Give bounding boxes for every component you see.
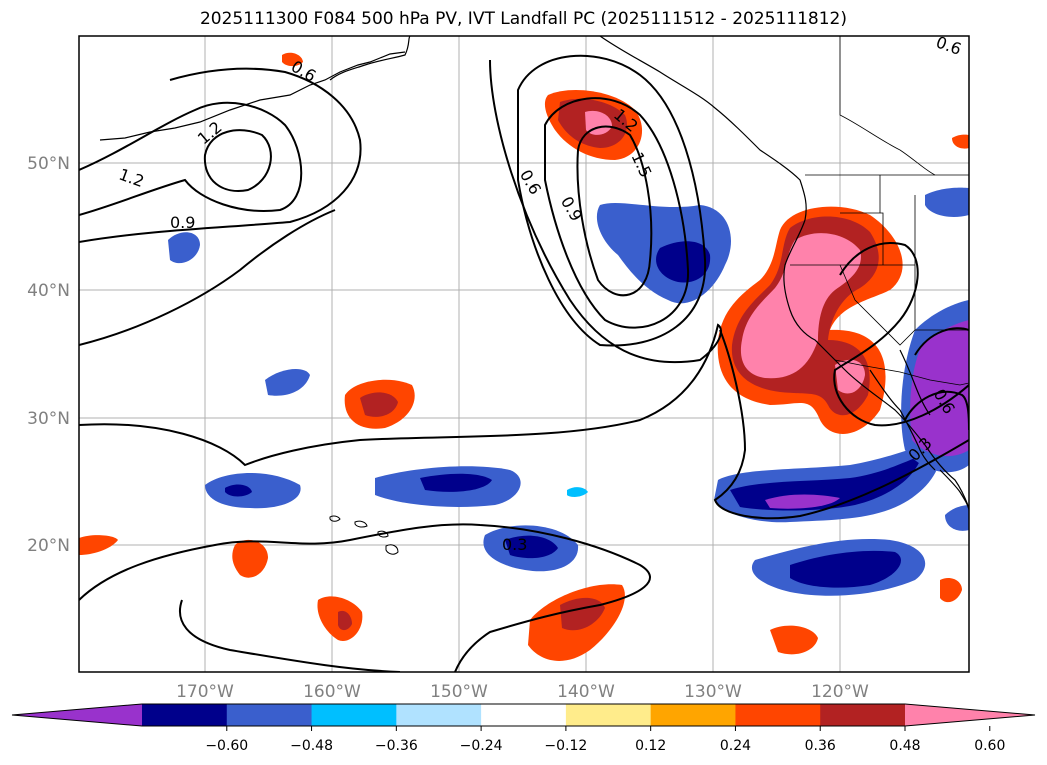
contour-label-1-2-west: 1.2: [116, 165, 146, 192]
ivt-negative-core-central: [420, 473, 492, 492]
contour-pv-baja: [914, 327, 969, 356]
contour-north-loop-1: [79, 101, 303, 216]
colorbar-tick-label-1: −0.48: [290, 738, 333, 754]
colorbar-segment-5: [565, 704, 652, 726]
colorbar-tick-label-2: −0.36: [375, 738, 418, 754]
contour-north-loop-3: [79, 209, 336, 346]
ivt-positive-region-small-1: [232, 539, 268, 578]
coastline-baja: [869, 369, 936, 471]
lon-tick-160w: 160°W: [303, 682, 361, 702]
ivt-negative-region-west: [205, 472, 301, 509]
lat-tick-40n: 40°N: [27, 281, 70, 301]
border-alaska-canada: [839, 36, 936, 176]
ivt-positive-region-small-4: [940, 578, 962, 603]
colorbar-segment-0: [142, 704, 228, 726]
contour-label-1-5-trough: 1.5: [628, 149, 656, 180]
colorbar-tick-label-4: −0.12: [544, 738, 587, 754]
contour-pv-central-trough: [79, 523, 651, 672]
ivt-positive-core-small-2: [338, 610, 352, 631]
contour-pv-broad: [79, 59, 722, 467]
ivt-negative-region-nw-canada: [925, 187, 969, 217]
ivt-positive-region-small-7: [952, 134, 969, 149]
ivt-negative-core-hawaii-east: [505, 535, 558, 559]
contour-pv-west-coast-2: [833, 242, 969, 427]
colorbar-segment-8: [820, 704, 906, 726]
colorbar-tick-label-0: −0.60: [205, 738, 248, 754]
lon-tick-170w: 170°W: [176, 682, 234, 702]
contour-pv-south-loop: [178, 599, 401, 672]
ivt-negative-region-small-1: [168, 232, 200, 264]
positive-pc-regions: [79, 52, 969, 661]
pv-contours: [79, 54, 969, 672]
ivt-negative-core-west: [225, 484, 252, 497]
colorbar-segment-3: [396, 704, 482, 726]
ivt-negative-extreme-subtropical: [765, 494, 840, 509]
coastline-gulf-california: [899, 349, 931, 416]
coastlines: [99, 36, 969, 511]
border-state-5: [839, 264, 916, 346]
ivt-negative-core-northpacific: [656, 241, 711, 283]
colorbar-segment-6: [650, 704, 736, 726]
island-1: [329, 515, 341, 522]
coastline-mexico: [939, 469, 969, 511]
border-us-mexico: [834, 359, 969, 386]
ivt-negative-region-small-3: [945, 505, 969, 531]
contour-label-0-3-central: 0.3: [502, 535, 527, 554]
coastline-pacific-nw: [783, 219, 969, 509]
ivt-positive-extreme-west-coast: [740, 233, 861, 379]
contour-pv-west-coast: [713, 329, 969, 520]
political-borders: [790, 36, 969, 386]
colorbar-tick-label-8: 0.48: [889, 738, 920, 754]
ivt-negative-core-baja: [910, 320, 969, 457]
lat-tick-50n: 50°N: [27, 154, 70, 174]
lat-tick-30n: 30°N: [27, 409, 70, 429]
ivt-positive-core-central-pacific: [360, 392, 398, 417]
lon-tick-120w: 120°W: [811, 682, 869, 702]
coastline-alaska: [329, 36, 411, 81]
colorbar-segment-4: [481, 704, 567, 726]
coastline-aleutians: [99, 51, 406, 141]
colorbar-tick-label-7: 0.36: [805, 738, 836, 754]
ivt-negative-region-small-4: [567, 487, 588, 497]
border-state-2: [840, 212, 884, 265]
contour-north-loop-2: [79, 67, 362, 243]
island-2: [354, 520, 368, 528]
contour-pv-trough-inner: [576, 125, 653, 297]
contour-pv-trough-outer: [517, 54, 707, 347]
negative-pc-regions: [168, 187, 969, 596]
map-title: 2025111300 F084 500 hPa PV, IVT Landfall…: [199, 9, 847, 29]
ivt-positive-region-small-6: [282, 52, 303, 67]
coastline-alaska-gulf: [599, 36, 807, 221]
ivt-negative-core-subtropical-band: [730, 455, 922, 511]
colorbar-extend-low: [12, 704, 142, 726]
lat-tick-20n: 20°N: [27, 536, 70, 556]
colorbar-outline: [11, 703, 1036, 727]
ivt-positive-region-small-5: [79, 535, 118, 555]
ivt-negative-region-small-2: [265, 368, 310, 396]
colorbar-tick-label-3: −0.24: [460, 738, 503, 754]
colorbar-segment-1: [226, 704, 313, 726]
colorbar-extend-high: [905, 704, 1035, 726]
contour-pv-trough-mid: [544, 97, 690, 329]
lon-tick-140w: 140°W: [557, 682, 615, 702]
ivt-negative-core-southeast: [790, 550, 901, 588]
colorbar-segment-7: [735, 704, 821, 726]
colorbar-segment-2: [311, 704, 397, 726]
island-4: [385, 544, 399, 555]
island-3: [377, 530, 389, 538]
colorbar-tick-label-5: 0.12: [635, 738, 666, 754]
colorbar-tick-label-6: 0.24: [720, 738, 751, 754]
lon-tick-130w: 130°W: [684, 682, 742, 702]
ivt-positive-region-small-3: [770, 625, 818, 655]
lat-tick-labels: 50°N 40°N 30°N 20°N: [27, 154, 70, 556]
lon-tick-150w: 150°W: [430, 682, 488, 702]
map-frame: [78, 35, 970, 673]
hawaii-islands: [329, 515, 399, 555]
colorbar-tick-label-9: 0.60: [974, 738, 1005, 754]
contour-label-0-9-west: 0.9: [170, 213, 195, 232]
colorbar: −0.60 −0.48 −0.36 −0.24 −0.12 0.12 0.24 0.36 0.4…: [11, 703, 1036, 754]
lon-tick-labels: 170°W 160°W 150°W 140°W 130°W 120°W: [176, 682, 869, 702]
contour-north-ring: [203, 129, 272, 192]
